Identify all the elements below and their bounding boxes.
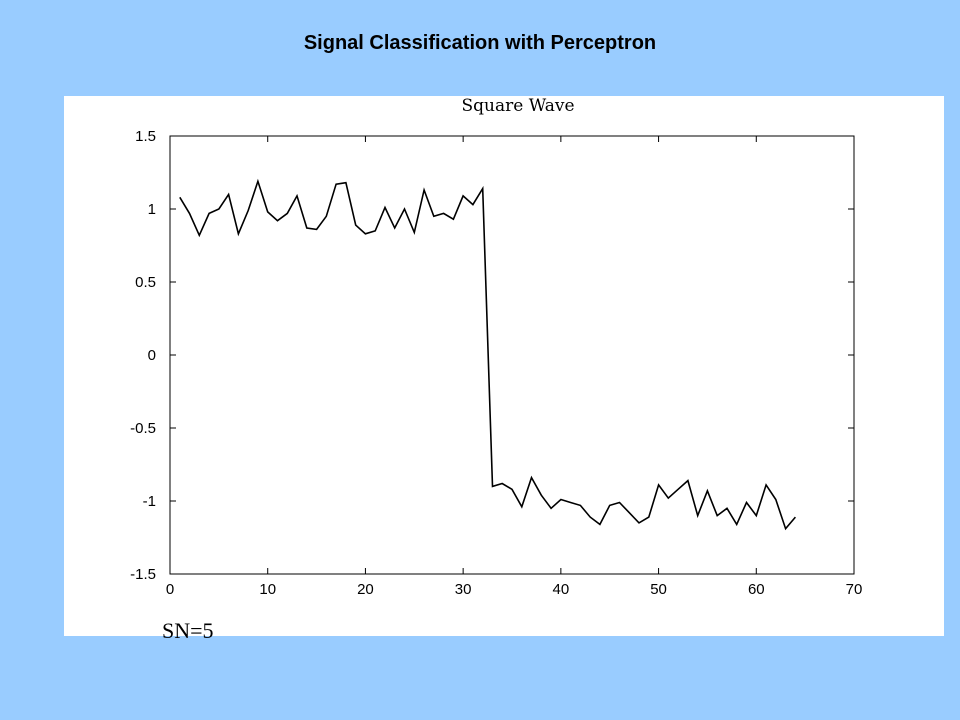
y-tick-label: -1.5: [130, 566, 156, 583]
figure-panel: Square Wave 0 10 20 30 40 50 60 70 1.5 1 0.5 0 -0.5…: [64, 96, 944, 643]
y-tick-label: 1.5: [135, 128, 156, 145]
x-tick-label: 60: [748, 581, 765, 598]
y-axis-ticks: 1.5 1 0.5 0 -0.5 -1 -1.5: [130, 128, 854, 583]
x-tick-label: 70: [846, 581, 863, 598]
y-tick-label: 1: [148, 201, 156, 218]
chart-title: Square Wave: [462, 96, 575, 116]
y-tick-label: 0.5: [135, 274, 156, 291]
x-tick-label: 20: [357, 581, 374, 598]
x-tick-label: 10: [259, 581, 276, 598]
y-tick-label: -1: [143, 493, 156, 510]
snr-caption: SN=5: [162, 618, 214, 643]
x-tick-label: 0: [166, 581, 174, 598]
x-tick-label: 40: [553, 581, 570, 598]
x-tick-label: 30: [455, 581, 472, 598]
series-group: [179, 178, 797, 531]
slide-title: Signal Classification with Perceptron: [303, 32, 657, 54]
square-wave-chart: Square Wave 0 10 20 30 40 50 60 70 1.5 1 0.5 0 -0.5…: [130, 96, 863, 598]
x-tick-label: 50: [650, 581, 667, 598]
y-tick-label: -0.5: [130, 420, 156, 437]
y-tick-label: 0: [148, 347, 156, 364]
x-axis-ticks: 0 10 20 30 40 50 60 70: [166, 136, 863, 598]
square-wave-line: [179, 178, 797, 531]
